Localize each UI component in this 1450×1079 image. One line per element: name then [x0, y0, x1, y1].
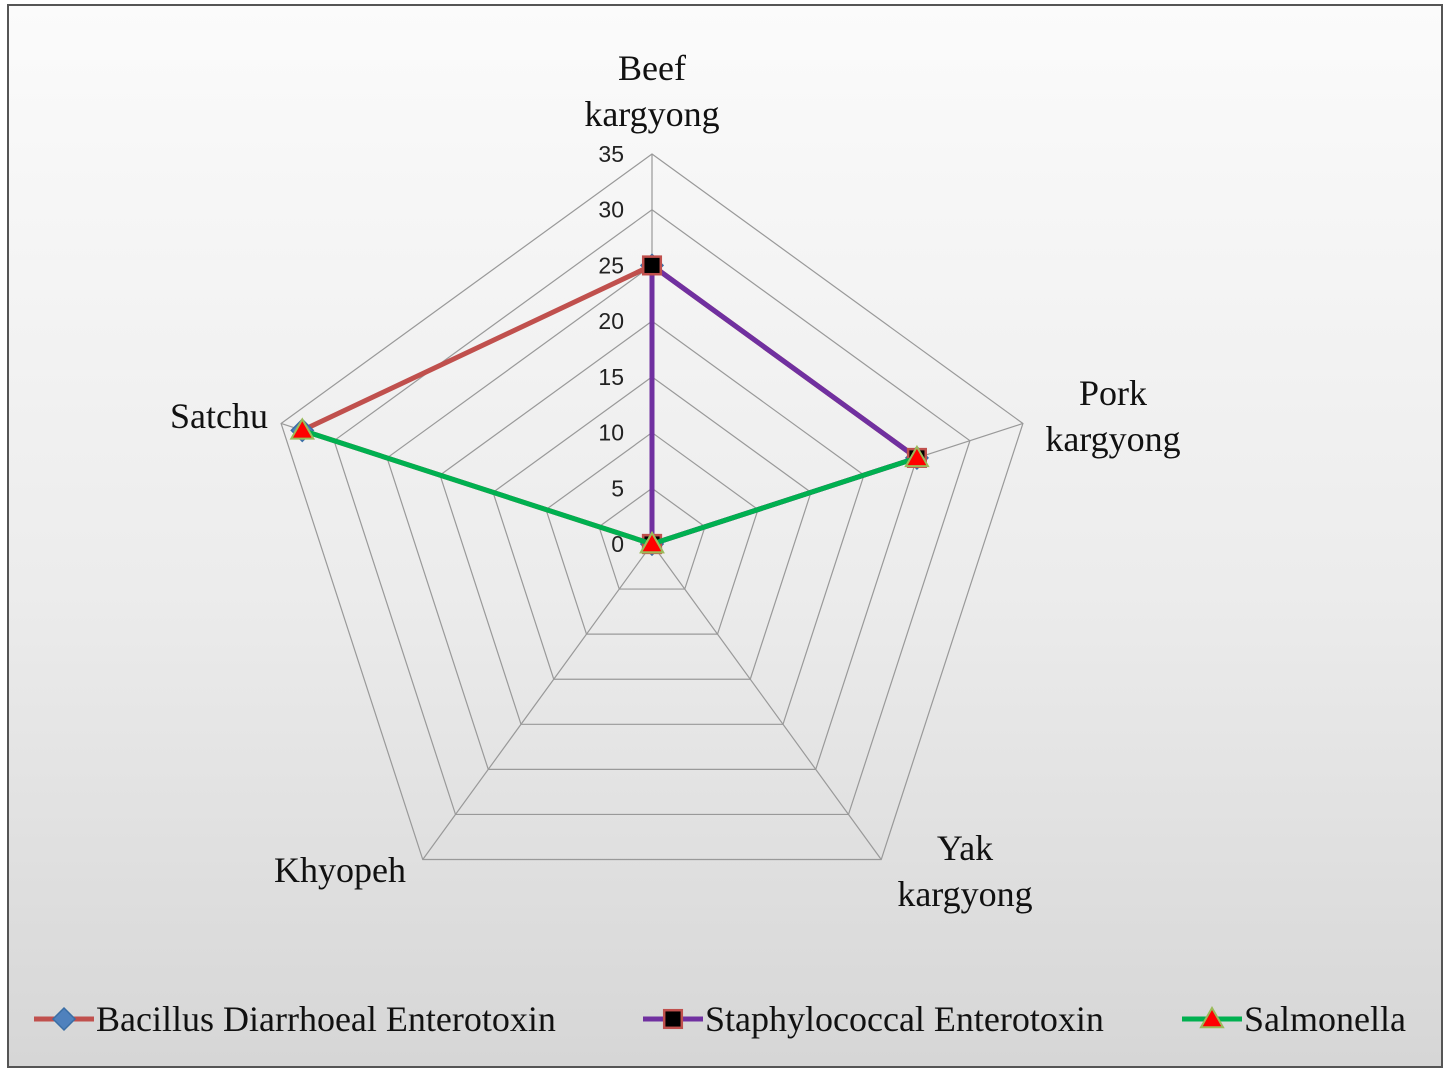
legend-item: Bacillus Diarrhoeal Enterotoxin: [34, 999, 556, 1039]
legend-label: Bacillus Diarrhoeal Enterotoxin: [96, 999, 556, 1039]
radial-tick-label: 10: [598, 420, 624, 446]
grid-ring: [333, 208, 971, 816]
radial-tick-label: 5: [611, 475, 624, 501]
radial-tick-label: 35: [598, 141, 624, 167]
legend-marker: [51, 1006, 77, 1032]
radial-tick-label: 0: [611, 531, 624, 557]
data-point: [904, 444, 930, 468]
grid-ring: [598, 487, 706, 590]
series-2: [289, 417, 930, 554]
category-labels: Beef kargyong Pork kargyong Yak kargyong Khyop…: [170, 48, 1181, 914]
data-point: [639, 530, 665, 554]
radial-tick-label: 15: [598, 364, 624, 390]
legend-item: Salmonella: [1182, 999, 1406, 1039]
radial-tick-label: 30: [598, 197, 624, 223]
category-label: Satchu: [170, 396, 268, 436]
grid-spoke: [422, 543, 653, 860]
radial-tick-label: 25: [598, 252, 624, 278]
data-point: [289, 417, 316, 440]
legend-label: Salmonella: [1244, 999, 1406, 1039]
legend-marker: [662, 1008, 684, 1030]
grid-ring: [545, 431, 759, 635]
grid-ring: [492, 376, 812, 680]
category-label: Beef kargyong: [584, 48, 719, 134]
grid-ring: [439, 320, 865, 725]
radial-tick-labels: 0 5 10 15 20 25 30 35: [598, 141, 624, 557]
series-layer: [289, 253, 930, 557]
category-label: Pork kargyong: [1045, 373, 1180, 459]
category-label: Yak kargyong: [897, 828, 1032, 914]
chart-background: [7, 4, 1443, 1068]
legend-item: Staphylococcal Enterotoxin: [643, 999, 1104, 1039]
legend-marker: [1199, 1005, 1225, 1029]
grid-spoke: [651, 543, 882, 860]
legend-label: Staphylococcal Enterotoxin: [705, 999, 1104, 1039]
data-point: [641, 255, 663, 276]
radial-tick-label: 20: [598, 308, 624, 334]
grid-ring: [280, 153, 1024, 861]
legend: Bacillus Diarrhoeal Enterotoxin Staphyloc…: [34, 999, 1406, 1039]
category-label: Khyopeh: [274, 850, 406, 890]
